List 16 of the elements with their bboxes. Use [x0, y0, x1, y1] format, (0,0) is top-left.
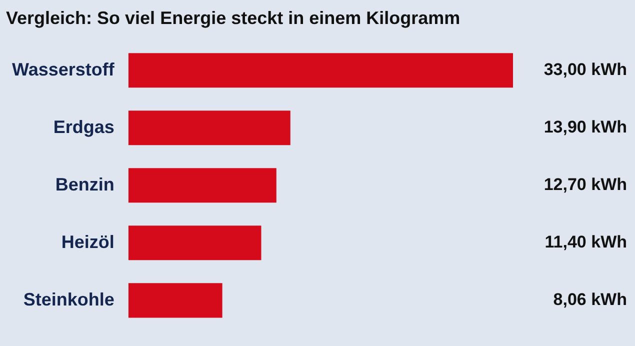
y-tick-label: Heizöl	[61, 232, 114, 252]
data-label: 33,00 kWh	[544, 60, 627, 80]
chart-title: Vergleich: So viel Energie steckt in einem Kilogramm	[6, 8, 460, 28]
data-label: 12,70 kWh	[544, 175, 627, 194]
bar	[128, 168, 276, 203]
data-label: 8,06 kWh	[553, 290, 627, 310]
data-label: 11,40 kWh	[544, 232, 627, 252]
bar	[128, 110, 290, 146]
y-tick-label: Steinkohle	[23, 289, 114, 310]
bar	[128, 226, 262, 260]
bar	[128, 283, 222, 318]
data-label: 13,90 kWh	[544, 118, 627, 137]
y-tick-label: Erdgas	[53, 116, 114, 137]
y-tick-label: Benzin	[55, 174, 114, 194]
bar	[128, 53, 513, 88]
y-tick-label: Wasserstoff	[12, 59, 116, 80]
